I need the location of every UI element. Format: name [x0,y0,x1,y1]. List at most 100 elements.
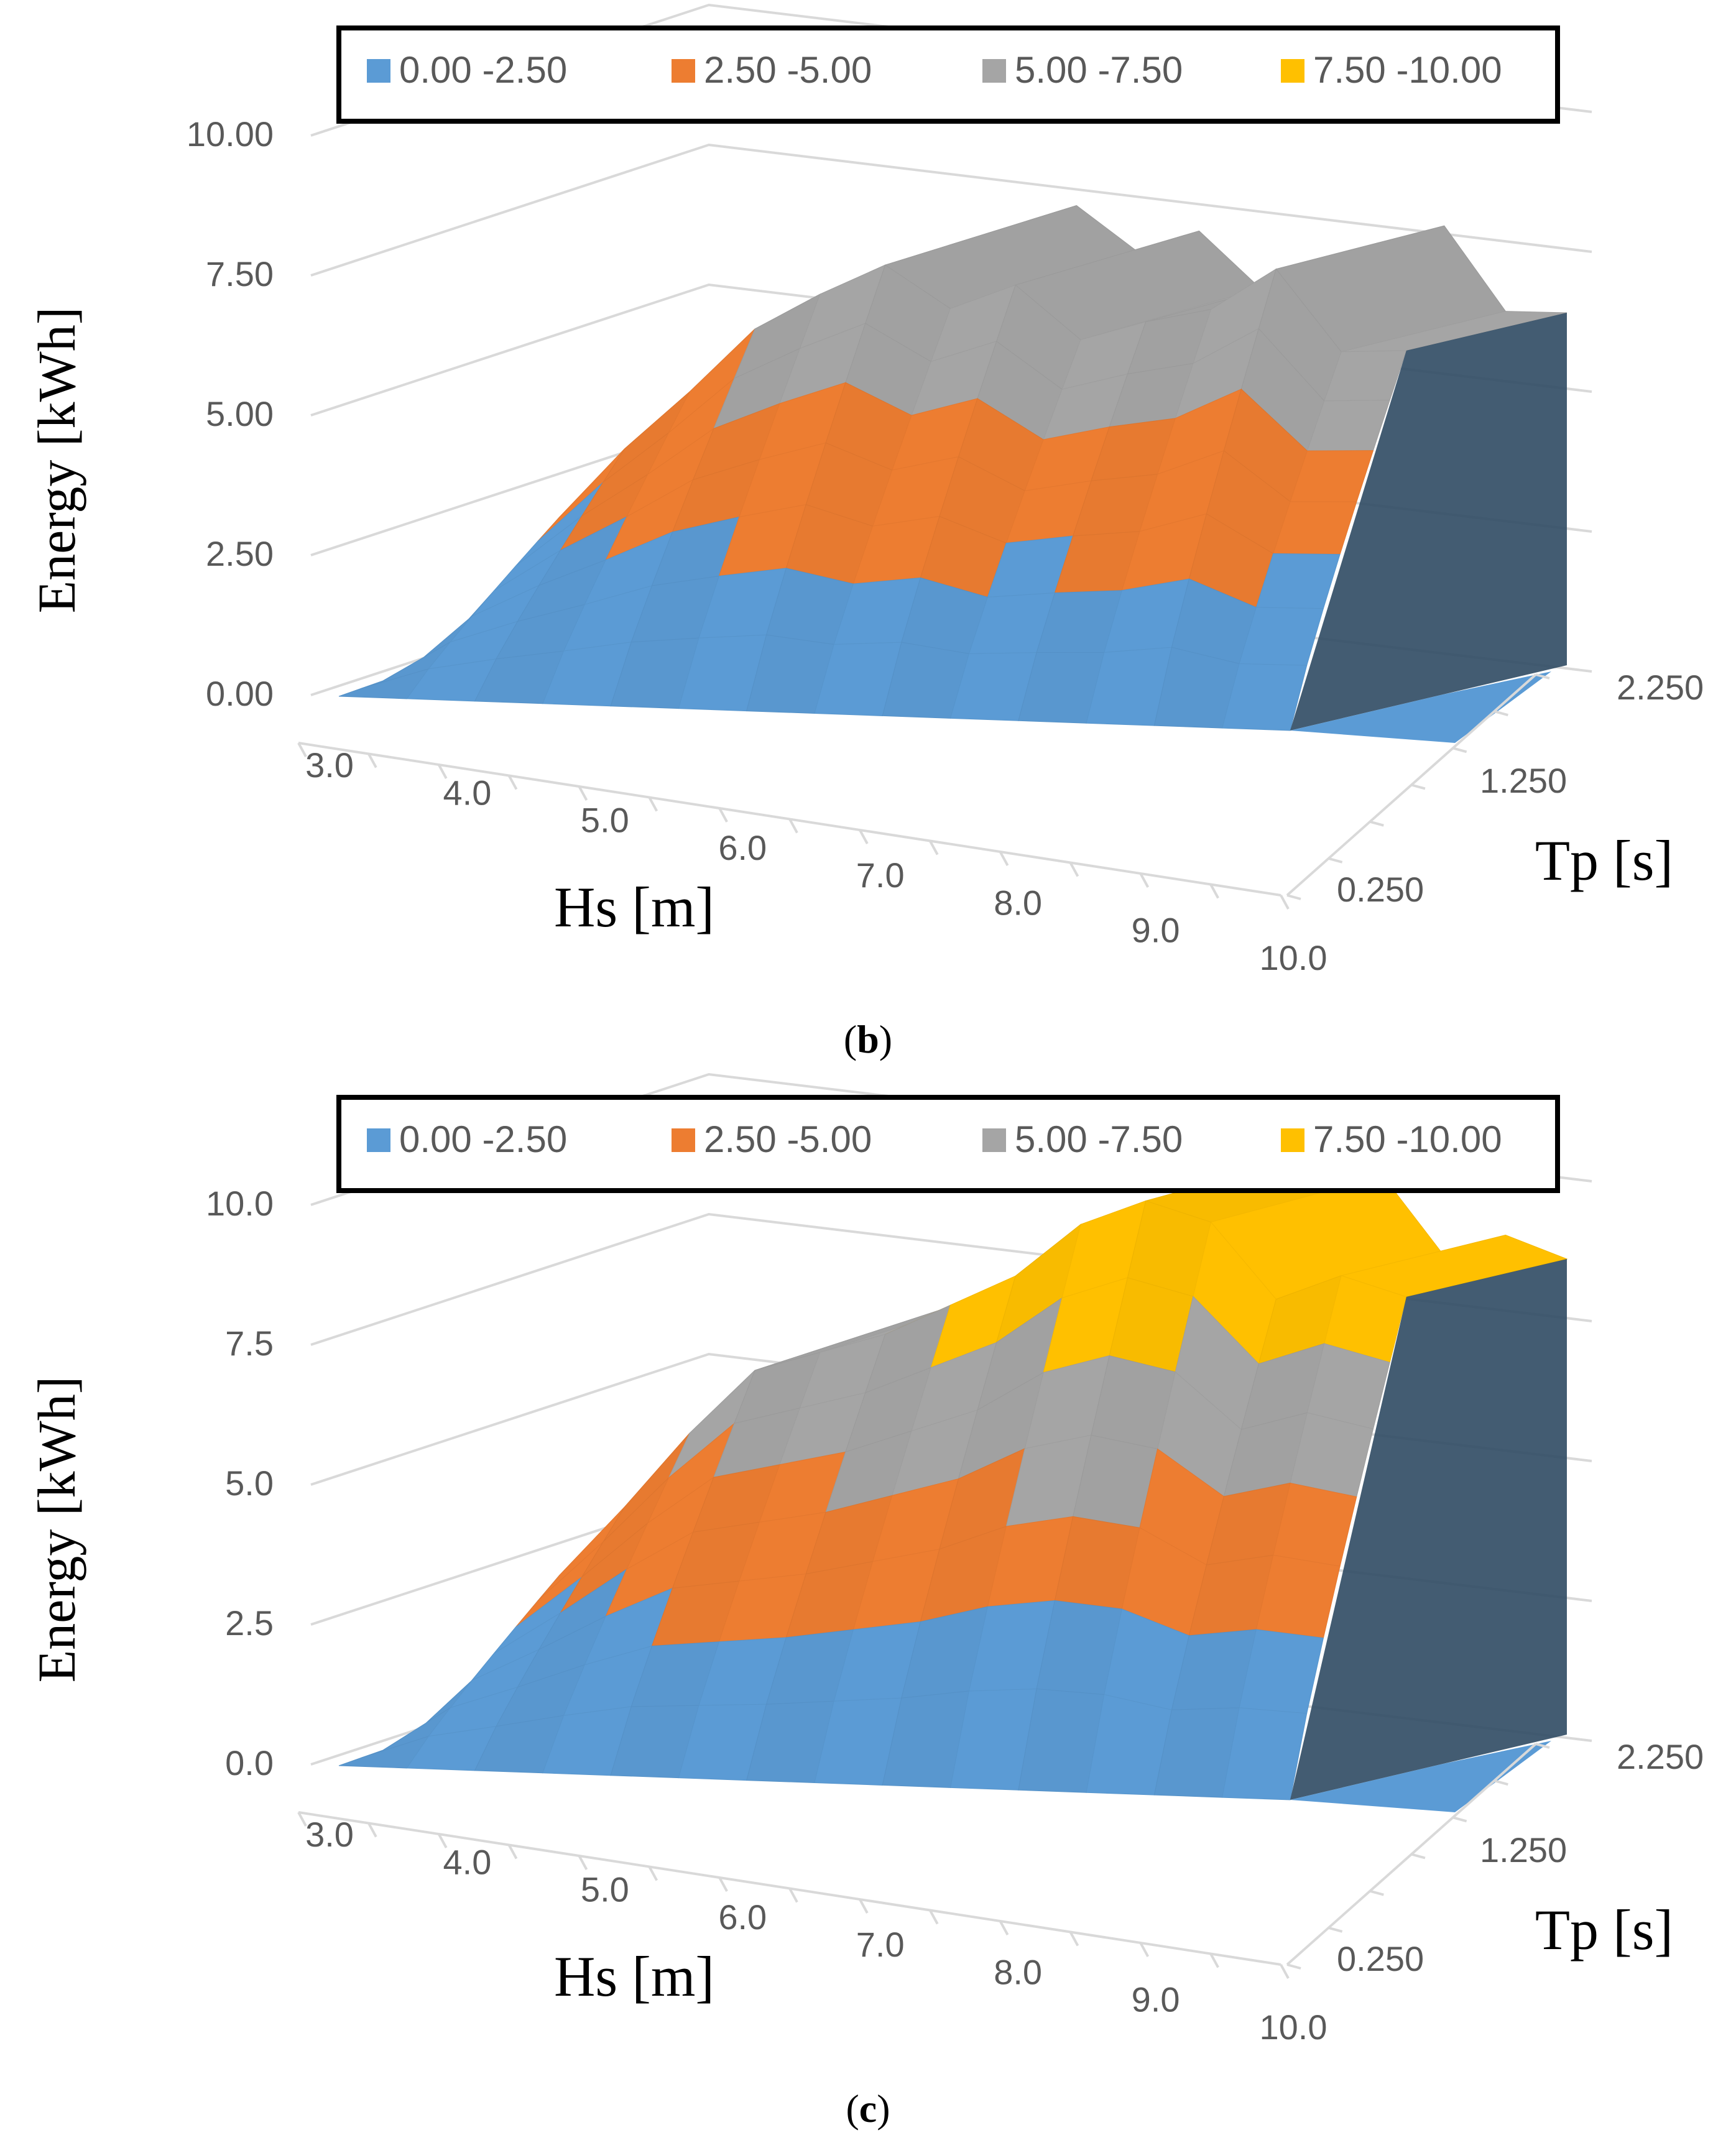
x-tick-label: 4.0 [443,773,491,812]
y-tick-label: 2.250 [1617,1737,1704,1776]
x-tick-mark [578,1855,588,1870]
x-tick-label: 5.0 [581,801,629,840]
x-tick-label: 9.0 [1132,911,1180,950]
x-tick-mark [1069,862,1079,877]
surface-floor [1290,671,1551,743]
legend-swatch [672,59,695,83]
x-tick-mark [437,764,448,779]
legend-box [336,25,1560,124]
x-tick-label: 7.0 [856,855,905,895]
y-axis-title: Tp [s] [1535,829,1673,892]
panel-caption-c: (c) [846,2086,890,2131]
x-axis: 3.0 4.0 5.0 6.0 7.0 8.0 9.0 10.0 Hs [m] [297,1811,1327,2047]
x-axis: 3.0 4.0 5.0 6.0 7.0 8.0 9.0 10.0 Hs [m] [297,742,1327,977]
z-axis: 0.0 2.5 5.0 7.5 10.0 Energy [kWh] [27,1184,274,1782]
x-tick-mark [1280,895,1290,910]
y-tick-label: 1.250 [1480,1830,1567,1869]
legend-label: 0.00 -2.50 [399,1118,567,1160]
x-tick-mark [928,840,939,855]
legend-box [336,1095,1560,1193]
x-tick-label: 5.0 [581,1870,629,1909]
surface-end-wall [1290,313,1567,731]
x-tick-mark [367,753,377,768]
surface-facet [1222,663,1308,731]
y-tick-mark [1411,1853,1426,1860]
z-tick-label: 5.00 [206,394,274,433]
y-tick-label: 2.250 [1617,668,1704,707]
y-tick-mark [1452,747,1467,754]
x-tick-label: 8.0 [994,883,1042,922]
z-tick-label: 7.5 [225,1324,274,1363]
x-tick-label: 3.0 [305,1815,354,1854]
legend-swatch [982,1128,1006,1152]
x-axis-line [298,1811,1281,1966]
x-tick-mark [859,829,869,844]
x-tick-mark [437,1833,448,1848]
legend-swatch [672,1128,695,1152]
y-axis: 0.250 1.250 2.250 Tp [s] [1286,668,1704,909]
y-tick-mark [1369,820,1384,827]
gridline [310,143,1592,277]
y-axis: 0.250 1.250 2.250 Tp [s] [1286,1737,1704,1978]
z-axis-title: Energy [kWh] [27,307,86,614]
legend-swatch [982,59,1006,83]
x-axis-title: Hs [m] [554,875,714,939]
x-tick-label: 6.0 [718,1897,767,1937]
x-tick-mark [1209,883,1219,899]
legend-label: 2.50 -5.00 [704,49,872,91]
y-tick-mark [1369,1889,1384,1896]
y-axis-title: Tp [s] [1535,1898,1673,1962]
legend-label: 5.00 -7.50 [1015,1118,1183,1160]
legend-swatch [1281,59,1304,83]
z-tick-label: 2.5 [225,1603,274,1643]
x-tick-label: 6.0 [718,828,767,867]
x-tick-mark [1209,1953,1219,1968]
y-tick-mark [1328,1926,1343,1933]
y-tick-mark [1286,894,1301,900]
x-tick-mark [859,1899,869,1914]
x-tick-label: 10.0 [1260,2008,1327,2047]
z-axis-title: Energy [kWh] [27,1376,86,1683]
legend-label: 7.50 -10.00 [1313,49,1502,91]
y-tick-mark [1494,710,1508,717]
x-tick-mark [928,1909,939,1925]
x-tick-mark [718,808,728,823]
x-tick-mark [507,1844,518,1860]
z-tick-label: 0.0 [225,1743,274,1782]
x-tick-mark [1139,873,1150,888]
x-tick-mark [788,1888,798,1903]
x-tick-mark [999,1920,1009,1935]
y-tick-label: 0.250 [1337,870,1424,909]
surface-chart-b: 0.00 2.50 5.00 7.50 10.00 Energy [kWh] 3.0 4.0 5… [27,3,1704,977]
x-tick-mark [999,851,1009,866]
surface [338,205,1567,743]
x-tick-mark [648,1866,658,1881]
z-tick-label: 0.00 [206,674,274,713]
z-tick-label: 7.50 [206,254,274,293]
x-tick-mark [507,775,518,790]
legend: 0.00 -2.50 2.50 -5.00 5.00 -7.50 7.50 -10.0… [336,25,1560,124]
y-tick-mark [1286,1963,1301,1970]
legend-swatch [367,1128,390,1152]
x-tick-mark [578,786,588,801]
x-tick-mark [718,1877,728,1892]
x-tick-mark [1280,1964,1290,1979]
panel-caption-b: (b) [843,1017,893,1061]
surface [338,1151,1568,1812]
x-tick-mark [788,818,798,834]
legend-label: 0.00 -2.50 [399,49,567,91]
x-tick-mark [297,1812,307,1827]
x-axis-title: Hs [m] [554,1945,714,2008]
z-tick-label: 5.0 [225,1464,274,1503]
y-tick-mark [1535,1743,1550,1749]
y-tick-mark [1535,673,1550,680]
chart-panel-c: 0.0 2.5 5.0 7.5 10.0 Energy [kWh] 3.0 4.0 5.0 6.0… [0,1069,1736,2095]
legend-label: 5.00 -7.50 [1015,49,1183,91]
x-tick-mark [367,1822,377,1838]
legend-swatch [1281,1128,1304,1152]
panel-label-b: b [857,1017,879,1061]
y-tick-label: 0.250 [1337,1939,1424,1978]
legend-swatch [367,59,390,83]
x-tick-mark [648,796,658,812]
legend: 0.00 -2.50 2.50 -5.00 5.00 -7.50 7.50 -10.0… [336,1095,1560,1193]
